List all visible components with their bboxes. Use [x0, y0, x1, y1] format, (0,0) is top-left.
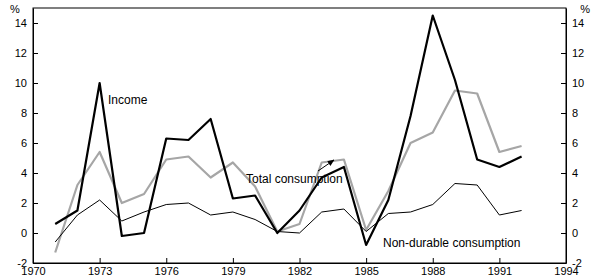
y-axis-right: -2 0 2 4 6 8 10 12 14 — [561, 9, 584, 270]
tick: 2 — [21, 197, 38, 209]
tick: 12 — [15, 47, 38, 59]
tick-mark — [33, 143, 38, 144]
tick-mark — [561, 143, 566, 144]
tick-mark — [33, 83, 38, 84]
tick-label: -2 — [572, 257, 582, 269]
tick-label: 6 — [21, 137, 27, 149]
tick-label: 0 — [21, 227, 27, 239]
tick-mark — [33, 173, 38, 174]
tick-label: 1973 — [88, 265, 112, 277]
tick: 6 — [21, 137, 38, 149]
tick: 0 — [21, 227, 38, 239]
tick-label: -2 — [17, 257, 27, 269]
tick: 4 — [561, 167, 578, 179]
tick-label: 4 — [572, 167, 578, 179]
tick-mark — [561, 23, 566, 24]
tick-mark — [561, 263, 566, 264]
tick: 1979 — [221, 258, 245, 277]
tick: 1988 — [421, 258, 445, 277]
series-label: Non-durable consumption — [383, 236, 520, 250]
tick-label: 4 — [21, 167, 27, 179]
tick-label: 12 — [572, 47, 584, 59]
tick-mark — [561, 233, 566, 234]
tick: 6 — [561, 137, 578, 149]
tick-label: 14 — [15, 17, 27, 29]
label-arrow — [318, 160, 334, 171]
tick-label: 1991 — [488, 265, 512, 277]
tick: 8 — [21, 107, 38, 119]
tick: -2 — [17, 257, 38, 269]
tick-label: 1988 — [421, 265, 445, 277]
axis-unit: % — [10, 3, 20, 15]
plot-frame — [33, 8, 566, 263]
tick: 14 — [561, 17, 584, 29]
tick-mark — [561, 173, 566, 174]
tick-label: 2 — [21, 197, 27, 209]
tick-label: 1976 — [155, 265, 179, 277]
tick-mark — [33, 53, 38, 54]
tick-mark — [33, 203, 38, 204]
x-axis: 197019731976197919821985198819911994 — [21, 258, 578, 277]
series-label: Total consumption — [246, 172, 343, 186]
tick-label: 6 — [572, 137, 578, 149]
tick-mark — [100, 258, 101, 263]
tick: 1985 — [354, 258, 378, 277]
tick-mark — [561, 203, 566, 204]
tick-mark — [561, 113, 566, 114]
tick: 8 — [561, 107, 578, 119]
y-axis-left: -2 0 2 4 6 8 10 12 14 — [15, 9, 38, 270]
tick: 4 — [21, 167, 38, 179]
tick-mark — [561, 53, 566, 54]
tick-mark — [166, 258, 167, 263]
tick-mark — [366, 258, 367, 263]
tick: 1982 — [288, 258, 312, 277]
tick: 0 — [561, 227, 578, 239]
tick-label: 8 — [572, 107, 578, 119]
tick-mark — [33, 233, 38, 234]
tick-label: 10 — [15, 77, 27, 89]
tick-label: 10 — [572, 77, 584, 89]
tick: 2 — [561, 197, 578, 209]
tick-mark — [300, 258, 301, 263]
tick: 12 — [561, 47, 584, 59]
tick-label: 8 — [21, 107, 27, 119]
tick: -2 — [561, 257, 582, 269]
axis-unit: % — [580, 3, 590, 15]
tick-label: 1982 — [288, 265, 312, 277]
tick-label: 1979 — [221, 265, 245, 277]
plot-area — [55, 16, 521, 253]
tick-mark — [433, 258, 434, 263]
tick-label: 1985 — [354, 265, 378, 277]
tick-mark — [499, 258, 500, 263]
tick-mark — [33, 113, 38, 114]
series-line — [55, 91, 521, 253]
tick-label: 0 — [572, 227, 578, 239]
series-label: Income — [108, 93, 148, 107]
tick-mark — [233, 258, 234, 263]
axis-line — [566, 9, 567, 264]
tick-mark — [33, 23, 38, 24]
tick: 1991 — [488, 258, 512, 277]
tick: 1976 — [155, 258, 179, 277]
series-line — [55, 184, 521, 243]
tick: 14 — [15, 17, 38, 29]
tick: 10 — [561, 77, 584, 89]
axis-line — [33, 9, 34, 264]
tick-label: 2 — [572, 197, 578, 209]
tick-label: 12 — [15, 47, 27, 59]
series-line — [55, 16, 521, 246]
tick: 1973 — [88, 258, 112, 277]
tick-label: 14 — [572, 17, 584, 29]
tick-mark — [561, 83, 566, 84]
tick: 10 — [15, 77, 38, 89]
chart: 197019731976197919821985198819911994-202… — [0, 0, 600, 279]
tick-mark — [33, 263, 38, 264]
